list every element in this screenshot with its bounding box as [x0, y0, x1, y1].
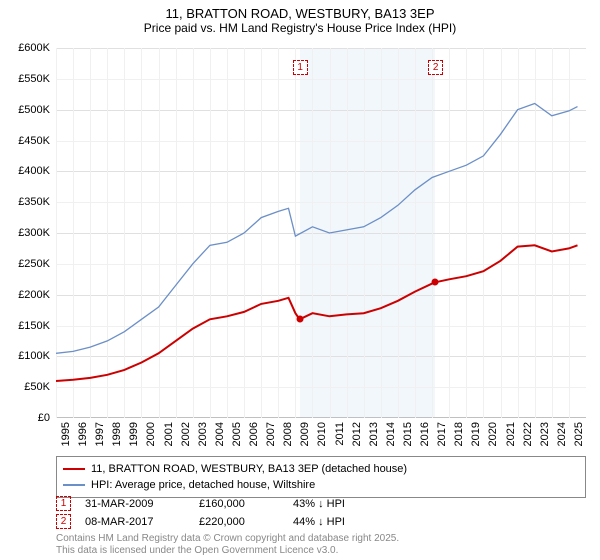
sale-delta-2: 44% ↓ HPI [293, 516, 383, 528]
chart-lines [56, 48, 586, 418]
legend-swatch-price [63, 468, 85, 471]
x-axis-label: 2007 [265, 422, 277, 446]
x-axis-label: 2021 [505, 422, 517, 446]
sale-price-1: £160,000 [199, 498, 279, 510]
x-axis-label: 2015 [402, 422, 414, 446]
y-axis-label: £450K [0, 135, 50, 147]
y-axis-label: £500K [0, 104, 50, 116]
y-axis-label: £250K [0, 258, 50, 270]
x-axis-label: 2020 [487, 422, 499, 446]
chart-marker-1: 1 [293, 60, 308, 75]
chart-dot-2 [432, 279, 439, 286]
x-axis-label: 2006 [248, 422, 260, 446]
legend-swatch-hpi [63, 484, 85, 486]
sale-price-2: £220,000 [199, 516, 279, 528]
sale-date-1: 31-MAR-2009 [85, 498, 185, 510]
x-axis-label: 2012 [351, 422, 363, 446]
x-axis-label: 2010 [316, 422, 328, 446]
x-axis-label: 2011 [334, 422, 346, 446]
x-axis-label: 2018 [453, 422, 465, 446]
legend-label-price: 11, BRATTON ROAD, WESTBURY, BA13 3EP (de… [91, 463, 407, 475]
sale-delta-1: 43% ↓ HPI [293, 498, 383, 510]
x-axis-label: 2003 [197, 422, 209, 446]
legend: 11, BRATTON ROAD, WESTBURY, BA13 3EP (de… [56, 456, 586, 498]
x-axis-label: 1997 [94, 422, 106, 446]
x-axis-label: 2017 [436, 422, 448, 446]
y-axis-label: £150K [0, 320, 50, 332]
x-axis-label: 2002 [180, 422, 192, 446]
x-axis-label: 2004 [214, 422, 226, 446]
sale-row-2: 2 08-MAR-2017 £220,000 44% ↓ HPI [56, 514, 586, 529]
chart-marker-2: 2 [428, 60, 443, 75]
price-line [56, 245, 578, 381]
x-axis-label: 2014 [385, 422, 397, 446]
hpi-line [56, 104, 578, 354]
x-axis-label: 2008 [282, 422, 294, 446]
y-axis-label: £350K [0, 196, 50, 208]
legend-row-hpi: HPI: Average price, detached house, Wilt… [63, 477, 579, 493]
y-axis-label: £400K [0, 165, 50, 177]
x-axis-label: 2023 [539, 422, 551, 446]
legend-row-price: 11, BRATTON ROAD, WESTBURY, BA13 3EP (de… [63, 461, 579, 477]
x-axis-label: 2005 [231, 422, 243, 446]
x-axis-label: 2001 [163, 422, 175, 446]
x-axis-label: 2025 [573, 422, 585, 446]
chart-dot-1 [296, 316, 303, 323]
sale-marker-2: 2 [56, 514, 71, 529]
y-axis-label: £600K [0, 42, 50, 54]
x-axis-label: 1998 [111, 422, 123, 446]
sale-marker-1: 1 [56, 496, 71, 511]
chart-area: 12 [56, 48, 586, 418]
copyright: Contains HM Land Registry data © Crown c… [56, 533, 586, 557]
x-axis-label: 2019 [470, 422, 482, 446]
sale-date-2: 08-MAR-2017 [85, 516, 185, 528]
y-axis-label: £100K [0, 350, 50, 362]
x-axis-label: 1995 [60, 422, 72, 446]
x-axis-label: 2016 [419, 422, 431, 446]
y-axis-label: £300K [0, 227, 50, 239]
title-block: 11, BRATTON ROAD, WESTBURY, BA13 3EP Pri… [0, 0, 600, 37]
page-subtitle: Price paid vs. HM Land Registry's House … [0, 21, 600, 35]
legend-label-hpi: HPI: Average price, detached house, Wilt… [91, 479, 315, 491]
x-axis-label: 2024 [556, 422, 568, 446]
y-axis-label: £50K [0, 381, 50, 393]
x-axis-label: 2009 [299, 422, 311, 446]
x-axis-label: 2000 [145, 422, 157, 446]
y-axis-label: £200K [0, 289, 50, 301]
x-axis-label: 1999 [128, 422, 140, 446]
footer: 1 31-MAR-2009 £160,000 43% ↓ HPI 2 08-MA… [56, 496, 586, 557]
page-title: 11, BRATTON ROAD, WESTBURY, BA13 3EP [0, 6, 600, 21]
copyright-line-2: This data is licensed under the Open Gov… [56, 545, 586, 557]
x-axis-label: 2013 [368, 422, 380, 446]
y-axis-label: £550K [0, 73, 50, 85]
sale-row-1: 1 31-MAR-2009 £160,000 43% ↓ HPI [56, 496, 586, 511]
x-axis-label: 1996 [77, 422, 89, 446]
x-axis-label: 2022 [522, 422, 534, 446]
copyright-line-1: Contains HM Land Registry data © Crown c… [56, 533, 586, 545]
y-axis-label: £0 [0, 412, 50, 424]
